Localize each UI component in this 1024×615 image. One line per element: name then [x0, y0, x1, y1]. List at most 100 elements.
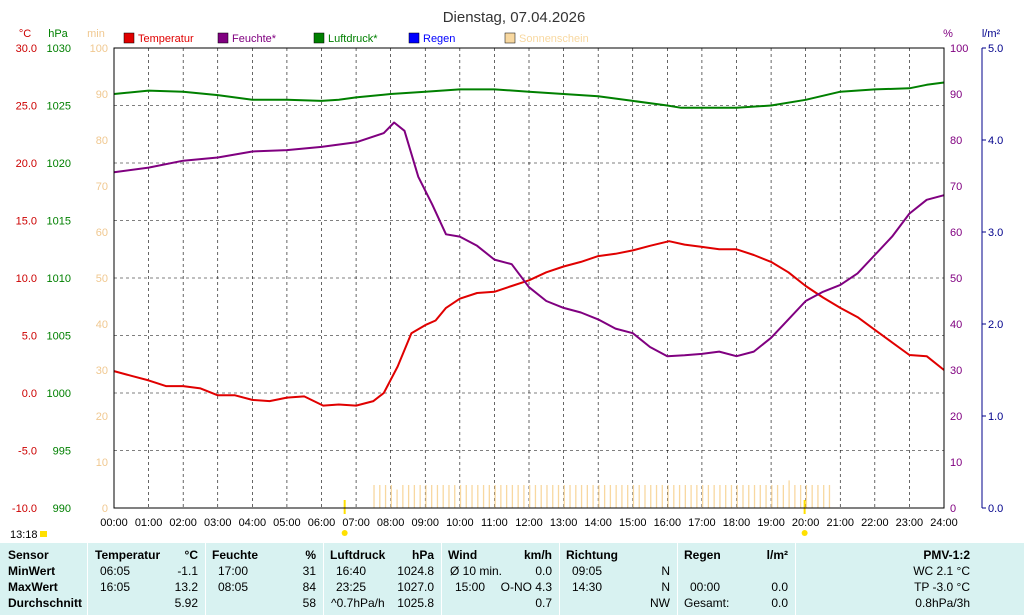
legend-label: Regen — [423, 33, 455, 45]
sunshine-bar — [638, 485, 640, 508]
cell-wind-value: 0.7 — [535, 596, 552, 610]
tick-label-min: 20 — [96, 411, 108, 423]
tick-label-x: 12:00 — [515, 517, 543, 529]
tick-label-x: 11:00 — [481, 517, 508, 529]
tick-label-hpa: 1020 — [47, 158, 71, 170]
stats-table: Sensor Temperatur °C Feuchte % Luftdruck… — [0, 543, 1024, 615]
cell-hum-value: 58 — [302, 596, 316, 610]
hdr-regen-unit: l/m² — [766, 548, 788, 562]
cell-press-value: 1024.8 — [397, 564, 434, 578]
tick-label-x: 23:00 — [896, 517, 924, 529]
cell-rain-value: 0.0 — [771, 596, 788, 610]
sunshine-bar — [431, 485, 433, 508]
tick-label-min: 100 — [90, 43, 108, 55]
tick-label-min: 80 — [96, 135, 108, 147]
cell-temp-time: 06:05 — [100, 564, 131, 578]
sunshine-bar — [390, 485, 392, 508]
legend-swatch — [504, 32, 516, 44]
cell-wind-value: O-NO 4.3 — [500, 580, 552, 594]
tick-label-rain: 1.0 — [988, 411, 1003, 423]
sunshine-bar — [448, 485, 450, 508]
sunshine-bar — [477, 485, 479, 508]
sunshine-bar — [725, 485, 727, 508]
sunshine-bar — [384, 485, 387, 508]
cell-rain-time: Gesamt: — [684, 596, 730, 610]
tick-label-x: 03:00 — [204, 517, 232, 529]
sunshine-bar — [592, 485, 594, 508]
sunshine-bar — [586, 485, 588, 508]
cell-press-value: 1025.8 — [397, 596, 434, 610]
tick-label-pct: 100 — [950, 43, 968, 55]
axis-ticks: -10.0 -5.0 0.0 5.0 10.0 15.0 20.0 25.0 30.0 990 99… — [12, 43, 1003, 536]
plot-frame — [113, 47, 945, 509]
sunshine-bar — [471, 485, 473, 508]
weather-chart: Dienstag, 07.04.2026 °C hPa min % l/m² T… — [10, 9, 1003, 540]
sunshine-bar — [753, 485, 756, 508]
sunshine-bar — [482, 485, 485, 508]
sunshine-bar — [759, 485, 761, 508]
legend-label: Feuchte* — [232, 33, 277, 45]
sunshine-bar — [523, 485, 525, 508]
tick-label-pct: 90 — [950, 89, 962, 101]
tick-label-pct: 0 — [950, 503, 956, 515]
sunshine-bar — [696, 485, 698, 508]
sunshine-bar — [402, 485, 404, 508]
sunshine-bar — [580, 485, 583, 508]
tick-label-x: 09:00 — [411, 517, 439, 529]
legend-label: Luftdruck* — [328, 33, 378, 45]
sunshine-bar — [442, 485, 444, 508]
cell-dir-value: N — [661, 564, 670, 578]
tick-label-hpa: 1000 — [47, 388, 71, 400]
axis-unit-min: min — [87, 28, 105, 40]
hdr-luftdruck-unit: hPa — [411, 548, 434, 562]
row-label: MinWert — [8, 564, 56, 578]
sunshine-bars — [373, 480, 831, 508]
cell-rain-time: 00:00 — [690, 580, 721, 594]
cell-temp-value: 5.92 — [174, 596, 198, 610]
tick-label-rain: 4.0 — [988, 135, 1003, 147]
cell-hum-time: 08:05 — [218, 580, 249, 594]
tick-label-hpa: 990 — [53, 503, 71, 515]
tick-label-min: 0 — [102, 503, 108, 515]
tick-label-hpa: 1030 — [47, 43, 71, 55]
chart-title: Dienstag, 07.04.2026 — [443, 9, 586, 26]
tick-label-x: 20:00 — [792, 517, 820, 529]
tick-label-temp: -5.0 — [18, 446, 37, 458]
cell-pmv: 0.8hPa/3h — [915, 596, 970, 610]
legend-label: Temperatur — [138, 33, 194, 45]
sunshine-bar — [644, 485, 646, 508]
hdr-sensor: Sensor — [8, 548, 49, 562]
cell-pmv: TP -3.0 °C — [914, 580, 970, 594]
cell-dir-value: N — [661, 580, 670, 594]
tick-label-min: 90 — [96, 89, 108, 101]
sunshine-bar — [436, 485, 439, 508]
legend-swatch — [217, 32, 229, 44]
cell-press-time: 16:40 — [336, 564, 367, 578]
axis-unit-temp: °C — [19, 28, 31, 40]
tick-label-pct: 10 — [950, 457, 962, 469]
cell-hum-time: 17:00 — [218, 564, 249, 578]
tick-label-pct: 70 — [950, 181, 962, 193]
tick-label-x: 19:00 — [757, 517, 785, 529]
series-line-feuchte — [113, 121, 945, 358]
tick-label-x: 16:00 — [654, 517, 682, 529]
sunshine-bar — [799, 485, 802, 508]
sunshine-bar — [742, 485, 744, 508]
tick-label-x: 05:00 — [273, 517, 301, 529]
tick-label-temp: 25.0 — [16, 101, 37, 113]
cell-press-value: 1027.0 — [397, 580, 434, 594]
tick-label-hpa: 1025 — [47, 101, 71, 113]
sunshine-bar — [667, 485, 669, 508]
legend-swatch — [313, 32, 325, 44]
series-lines — [113, 81, 945, 407]
hdr-temperatur-unit: °C — [184, 548, 198, 562]
cell-temp-value: -1.1 — [177, 564, 198, 578]
sunshine-bar — [678, 485, 681, 508]
cell-pmv: WC 2.1 °C — [913, 564, 970, 578]
tick-label-x: 01:00 — [135, 517, 163, 529]
cell-wind-time: 15:00 — [455, 580, 486, 594]
sunshine-bar — [655, 485, 658, 508]
tick-label-temp: -10.0 — [12, 503, 37, 515]
sunshine-bar — [396, 489, 398, 508]
cell-press-time: ^0.7hPa/h — [331, 596, 385, 610]
